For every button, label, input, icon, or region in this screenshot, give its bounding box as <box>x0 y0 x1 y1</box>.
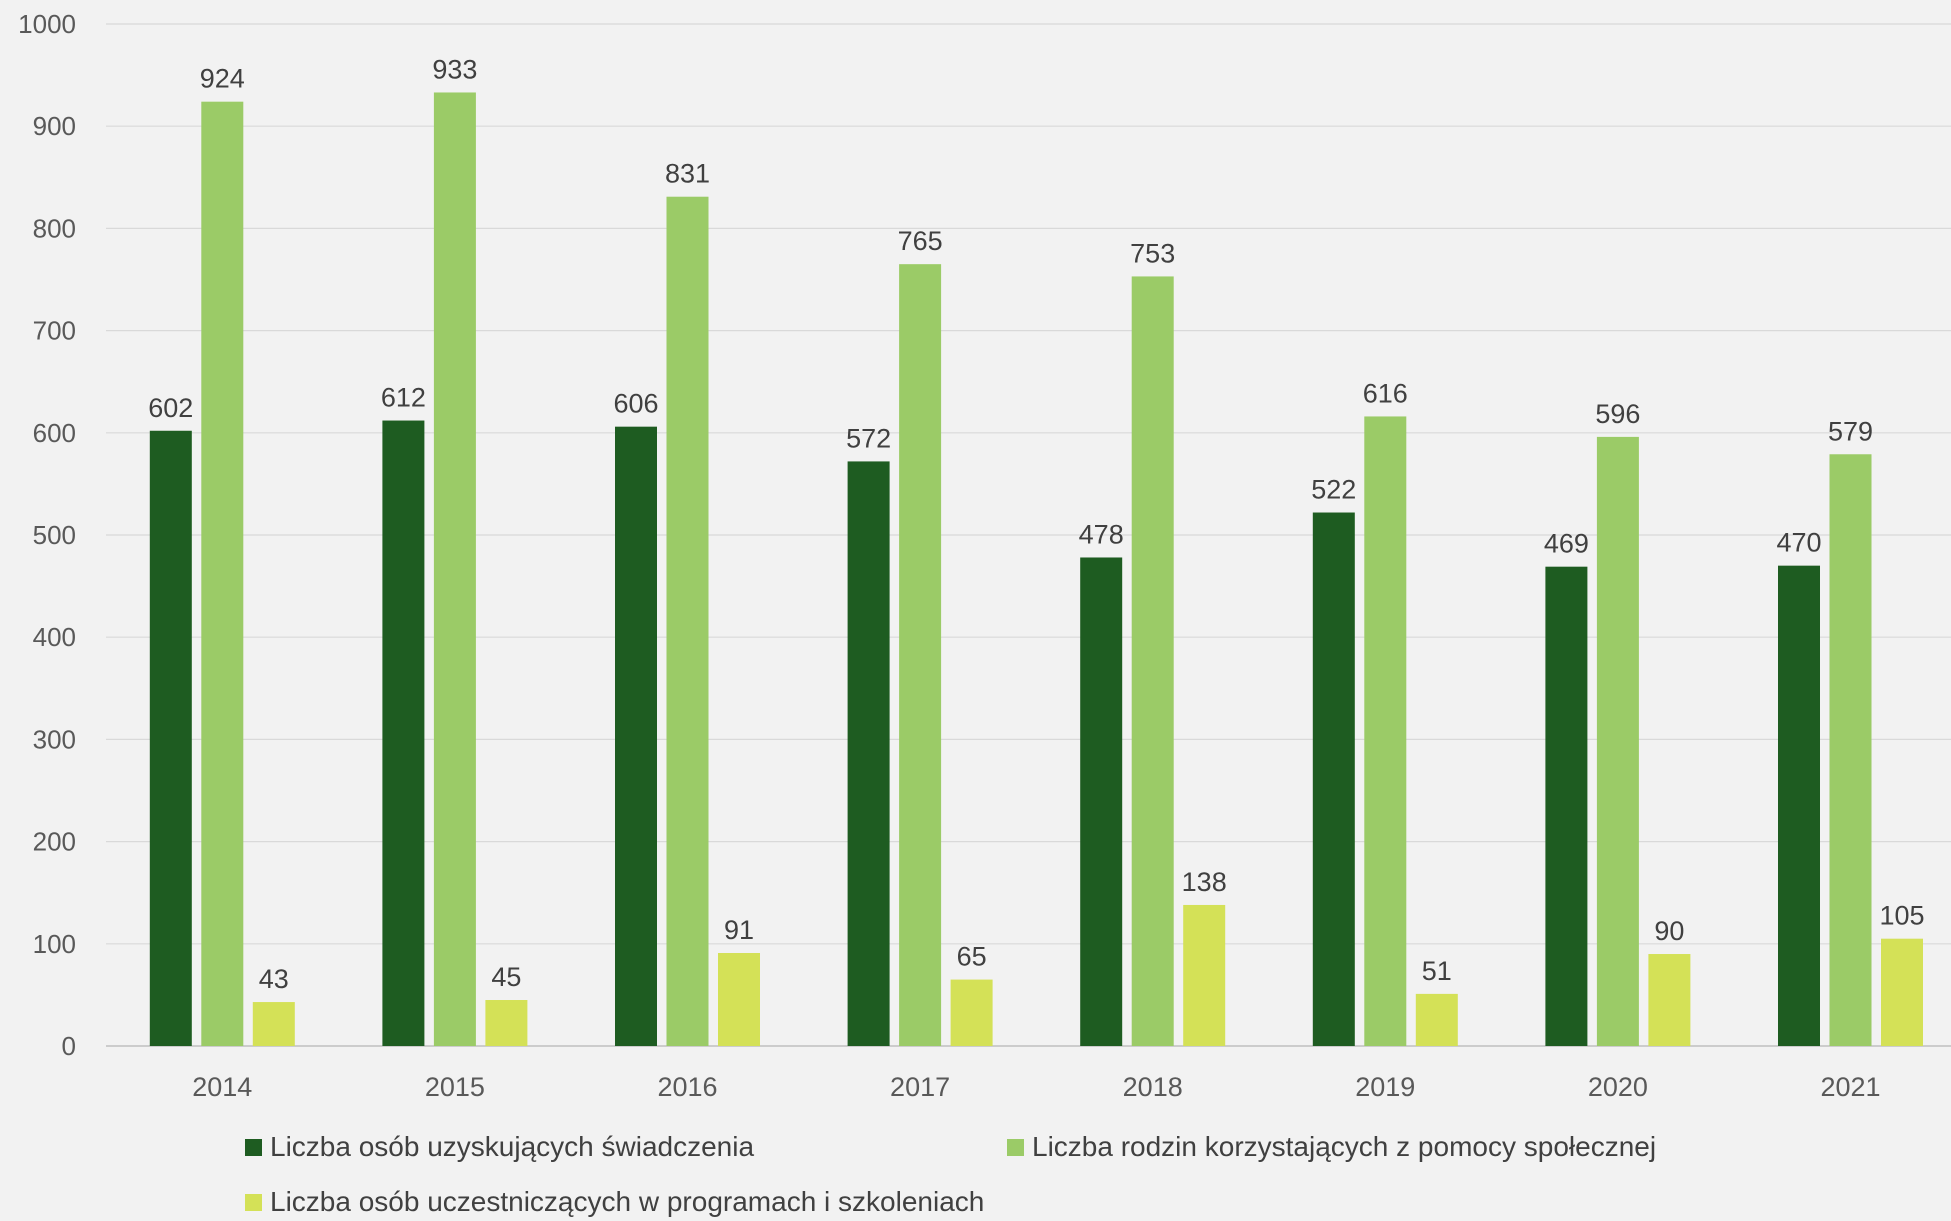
data-label-series-3-2019: 51 <box>1422 956 1452 986</box>
data-label-series-2-2014: 924 <box>200 64 245 94</box>
bar-series-2-2016 <box>666 196 709 1046</box>
data-label-series-1-2016: 606 <box>613 389 658 419</box>
data-label-series-3-2018: 138 <box>1182 867 1227 897</box>
bar-series-2-2018 <box>1131 276 1174 1047</box>
data-label-series-1-2014: 602 <box>148 393 193 423</box>
data-label-series-1-2018: 478 <box>1079 519 1124 549</box>
bar-series-3-2020 <box>1648 954 1691 1046</box>
bar-series-2-2021 <box>1829 454 1872 1047</box>
data-label-series-3-2016: 91 <box>724 915 754 945</box>
data-label-series-3-2015: 45 <box>491 962 521 992</box>
bar-series-1-2016 <box>615 426 657 1047</box>
y-tick-label: 900 <box>33 111 76 141</box>
data-label-series-3-2014: 43 <box>259 964 289 994</box>
data-label-series-1-2015: 612 <box>381 383 426 413</box>
bar-series-1-2018 <box>1080 557 1123 1046</box>
bar-series-2-2020 <box>1596 436 1639 1046</box>
x-axis-tick-labels: 2014 2015 2016 2017 2018 2019 2020 2021 <box>192 1072 1880 1102</box>
data-label-series-3-2017: 65 <box>957 942 987 972</box>
y-tick-label: 700 <box>33 316 76 346</box>
x-tick-label-2017: 2017 <box>890 1072 950 1102</box>
bar-series-1-2017 <box>847 461 890 1046</box>
bar-series-2-2014 <box>201 101 244 1046</box>
data-label-series-2-2018: 753 <box>1130 238 1175 268</box>
data-labels: 602 924 43 612 933 45 606 831 91 572 765 65 478 753 13… <box>148 54 1924 994</box>
bar-series-2-2017 <box>899 264 942 1046</box>
x-tick-label-2018: 2018 <box>1123 1072 1183 1102</box>
bar-series-3-2015 <box>485 1000 528 1046</box>
bar-series-1-2019 <box>1312 512 1355 1046</box>
y-tick-label: 500 <box>33 520 76 550</box>
bar-series-1-2020 <box>1545 566 1588 1046</box>
x-tick-label-2016: 2016 <box>657 1072 717 1102</box>
bar-series-3-2014 <box>252 1002 295 1046</box>
x-tick-label-2015: 2015 <box>425 1072 485 1102</box>
y-tick-label: 100 <box>33 929 76 959</box>
y-tick-label: 400 <box>33 622 76 652</box>
y-tick-label: 800 <box>33 213 76 243</box>
data-label-series-2-2020: 596 <box>1595 399 1640 429</box>
data-label-series-3-2021: 105 <box>1879 901 1924 931</box>
bar-series-3-2017 <box>950 979 993 1046</box>
bar-series-3-2016 <box>718 952 760 1046</box>
bar-series-3-2021 <box>1881 938 1923 1046</box>
y-axis-tick-labels: 0 100 200 300 400 500 600 700 800 900 1000 <box>18 9 76 1061</box>
bar-series-2-2015 <box>433 92 476 1046</box>
x-tick-label-2021: 2021 <box>1820 1072 1880 1102</box>
data-label-series-2-2015: 933 <box>432 54 477 84</box>
bar-series-1-2021 <box>1778 565 1820 1046</box>
data-label-series-1-2019: 522 <box>1311 475 1356 505</box>
bar-series-3-2018 <box>1183 904 1226 1046</box>
y-tick-label: 0 <box>62 1031 76 1061</box>
bar-series-1-2014 <box>149 430 192 1047</box>
y-tick-label: 200 <box>33 827 76 857</box>
data-label-series-3-2020: 90 <box>1654 916 1684 946</box>
y-tick-label: 300 <box>33 724 76 754</box>
data-label-series-2-2019: 616 <box>1363 378 1408 408</box>
bar-series-3-2019 <box>1415 993 1458 1046</box>
data-label-series-1-2020: 469 <box>1544 529 1589 559</box>
data-label-series-2-2021: 579 <box>1828 416 1873 446</box>
data-label-series-2-2016: 831 <box>665 159 710 189</box>
y-tick-label: 600 <box>33 418 76 448</box>
data-label-series-2-2017: 765 <box>898 226 943 256</box>
y-tick-label: 1000 <box>18 9 76 39</box>
bars <box>149 92 1923 1047</box>
x-tick-label-2014: 2014 <box>192 1072 252 1102</box>
data-label-series-1-2017: 572 <box>846 423 891 453</box>
data-label-series-1-2021: 470 <box>1776 528 1821 558</box>
x-tick-label-2019: 2019 <box>1355 1072 1415 1102</box>
x-tick-label-2020: 2020 <box>1588 1072 1648 1102</box>
bar-series-2-2019 <box>1364 416 1407 1046</box>
bar-series-1-2015 <box>382 420 425 1046</box>
